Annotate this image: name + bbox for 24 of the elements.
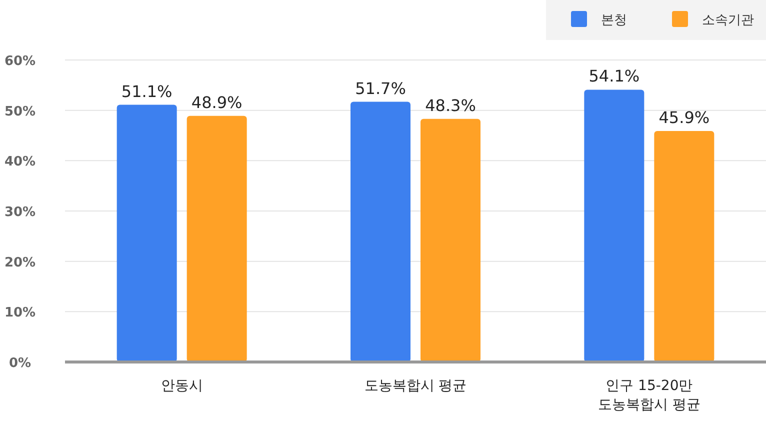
- bar: [420, 118, 480, 362]
- data-label: 51.1%: [121, 82, 172, 101]
- x-tick-label: 인구 15-20만 도농복합시 평균: [598, 378, 700, 413]
- y-tick-label: 0%: [8, 356, 32, 371]
- bar: [116, 104, 177, 362]
- y-tick-label: 30%: [4, 205, 36, 220]
- data-label: 45.9%: [658, 108, 710, 127]
- legend-label: 본청: [601, 13, 627, 28]
- y-tick-label: 40%: [4, 154, 36, 170]
- data-label: 51.7%: [355, 78, 406, 98]
- y-tick-label: 10%: [4, 306, 36, 321]
- x-tick-label: 안동시: [160, 378, 203, 394]
- y-tick-label: 20%: [4, 255, 36, 270]
- y-tick-label: 60%: [4, 54, 36, 69]
- data-label: 48.9%: [191, 92, 242, 112]
- bar: [654, 130, 714, 362]
- bar: [350, 102, 410, 362]
- bar: [186, 116, 247, 362]
- y-tick-label: 50%: [4, 104, 36, 120]
- data-label: 54.1%: [588, 66, 640, 86]
- bar: [584, 90, 644, 362]
- x-tick-label: 도농복합시 평균: [364, 378, 467, 394]
- data-label: 48.3%: [425, 96, 476, 115]
- legend-label: 소속기관: [702, 13, 754, 28]
